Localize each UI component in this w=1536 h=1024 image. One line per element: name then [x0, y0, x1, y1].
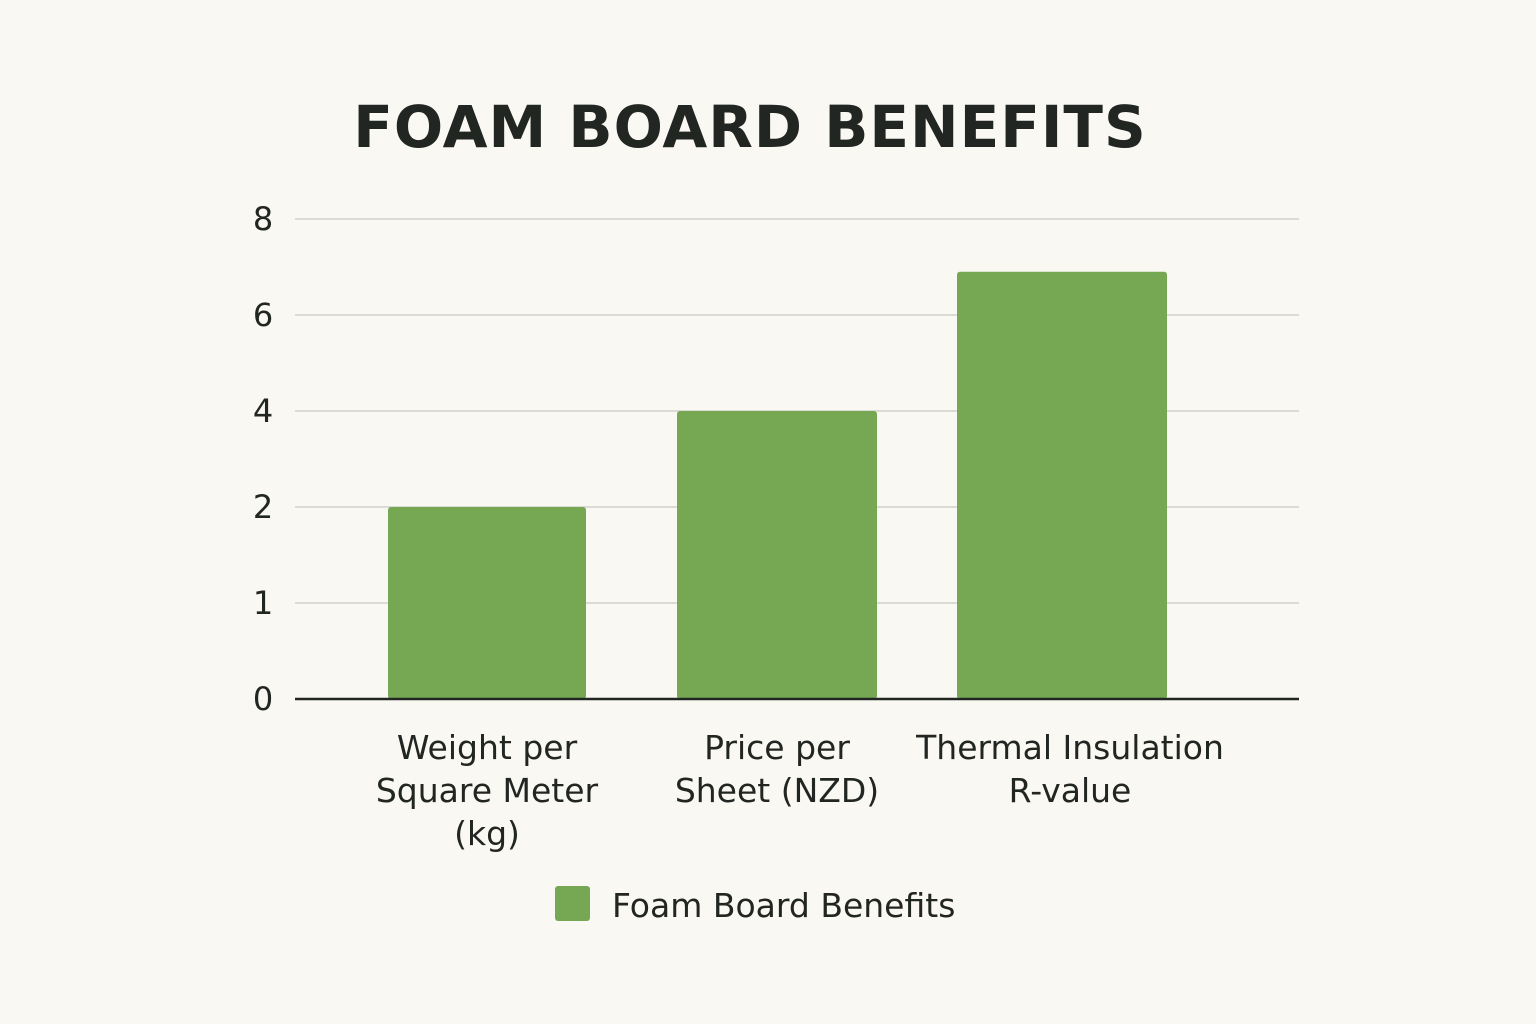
legend-label: Foam Board Benefits [612, 886, 955, 925]
y-tick-label: 6 [253, 296, 273, 334]
legend-swatch [555, 886, 590, 921]
y-tick-label: 8 [253, 200, 273, 238]
y-tick-label: 0 [253, 680, 273, 718]
x-category-label: Thermal Insulation R-value [915, 728, 1224, 810]
y-axis-ticks: 0 1 2 4 6 8 [253, 200, 273, 718]
bars [388, 271, 1167, 699]
x-category-label-line: R-value [1009, 771, 1132, 810]
x-category-label-line: Square Meter [376, 771, 599, 810]
x-category-label-line: Weight per [397, 728, 578, 767]
x-category-label-line: (kg) [454, 814, 520, 853]
bar [388, 507, 586, 699]
y-tick-label: 4 [253, 392, 273, 430]
legend: Foam Board Benefits [555, 886, 955, 925]
x-category-label-line: Thermal Insulation [915, 728, 1224, 767]
x-axis-categories: Weight per Square Meter (kg) Price per Sheet… [376, 728, 1224, 853]
x-category-label-line: Sheet (NZD) [675, 771, 879, 810]
chart-title: FOAM BOARD BENEFITS [353, 93, 1147, 161]
x-category-label-line: Price per [704, 728, 850, 767]
x-category-label: Price per Sheet (NZD) [675, 728, 879, 810]
x-category-label: Weight per Square Meter (kg) [376, 728, 599, 853]
bar [957, 271, 1167, 699]
bar [677, 411, 877, 699]
y-tick-label: 1 [253, 584, 273, 622]
y-tick-label: 2 [253, 488, 273, 526]
